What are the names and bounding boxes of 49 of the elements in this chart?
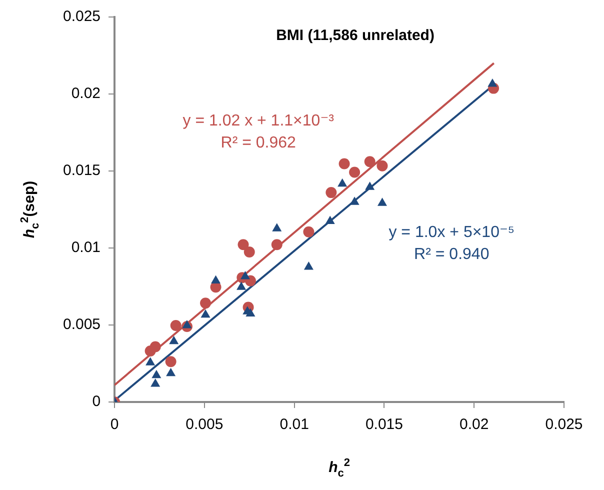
point	[170, 320, 182, 331]
point	[304, 261, 314, 270]
point	[325, 216, 335, 224]
point	[365, 182, 375, 190]
y-tick-label: 0.01	[71, 239, 101, 256]
point	[210, 275, 221, 284]
x-tick-label: 0.015	[365, 416, 403, 434]
y-tick-label: 0.005	[62, 316, 101, 334]
point	[272, 223, 282, 232]
x-tick-label: 0.025	[545, 416, 583, 434]
point	[271, 239, 282, 250]
point	[150, 341, 161, 352]
point	[488, 78, 498, 87]
y-axis-title: hc2(sep)	[18, 180, 42, 238]
point	[376, 160, 388, 172]
y-tick-label: 0.015	[62, 162, 101, 180]
x-tick-label: 0.005	[186, 416, 224, 434]
point	[240, 270, 250, 280]
point	[338, 158, 350, 170]
point	[238, 239, 249, 250]
point	[200, 298, 212, 309]
point	[165, 356, 176, 368]
y-tick-label: 0.025	[62, 8, 101, 26]
y-tick-label: 0.02	[71, 85, 101, 102]
point	[338, 178, 348, 187]
point	[377, 198, 387, 206]
point	[200, 309, 210, 318]
point	[169, 336, 179, 344]
text: BMI (11,586 unrelated)	[276, 27, 434, 44]
annotation: y = 1.0x + 5×10⁻⁵ R² = 0.940	[388, 224, 515, 264]
point	[146, 357, 156, 366]
x-tick-label: 0.02	[460, 416, 489, 434]
point	[326, 187, 337, 198]
point	[349, 166, 360, 178]
point	[150, 378, 160, 387]
y-tick-label: 0	[92, 393, 101, 410]
point	[152, 370, 162, 378]
annotation: y = 1.02 x + 1.1×10⁻³ R² = 0.962	[182, 112, 335, 152]
point	[244, 275, 256, 286]
point	[166, 368, 176, 376]
point	[182, 320, 192, 328]
point	[236, 282, 246, 290]
point	[350, 196, 360, 205]
point	[244, 246, 255, 258]
point	[303, 226, 314, 238]
x-tick-label: 0.01	[280, 416, 309, 434]
point	[246, 308, 256, 317]
x-tick-label: 0	[110, 416, 119, 434]
point	[364, 156, 376, 168]
